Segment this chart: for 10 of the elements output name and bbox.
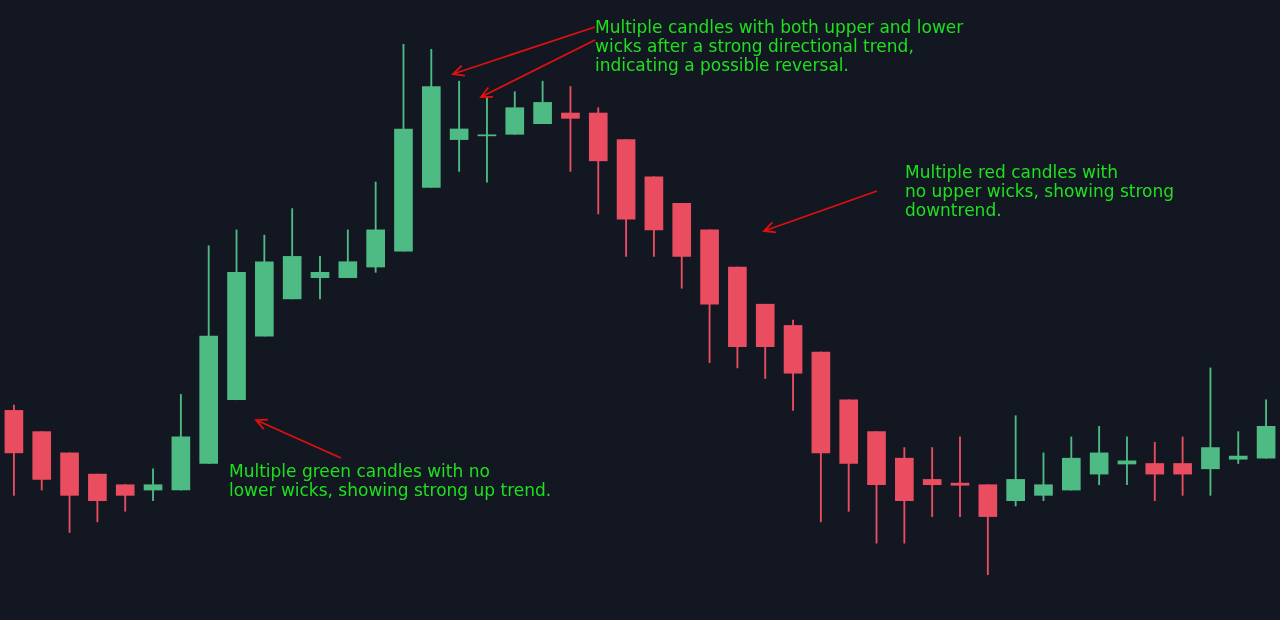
candlestick [449,80,469,172]
candlestick [477,96,497,183]
candlestick [950,436,970,517]
candlestick [310,256,330,300]
annotation: Multiple red candles with no upper wicks, showing strong downtrend. [905,162,1175,220]
candlestick [922,447,942,517]
annotation: Multiple candles with both upper and lower wicks after a strong directional trend, indicating a possible reversal. [595,17,964,75]
candlestick [143,468,163,501]
annotation: Multiple green candles with no lower wicks, showing strong up trend. [229,461,552,500]
candlestick [1228,431,1248,464]
